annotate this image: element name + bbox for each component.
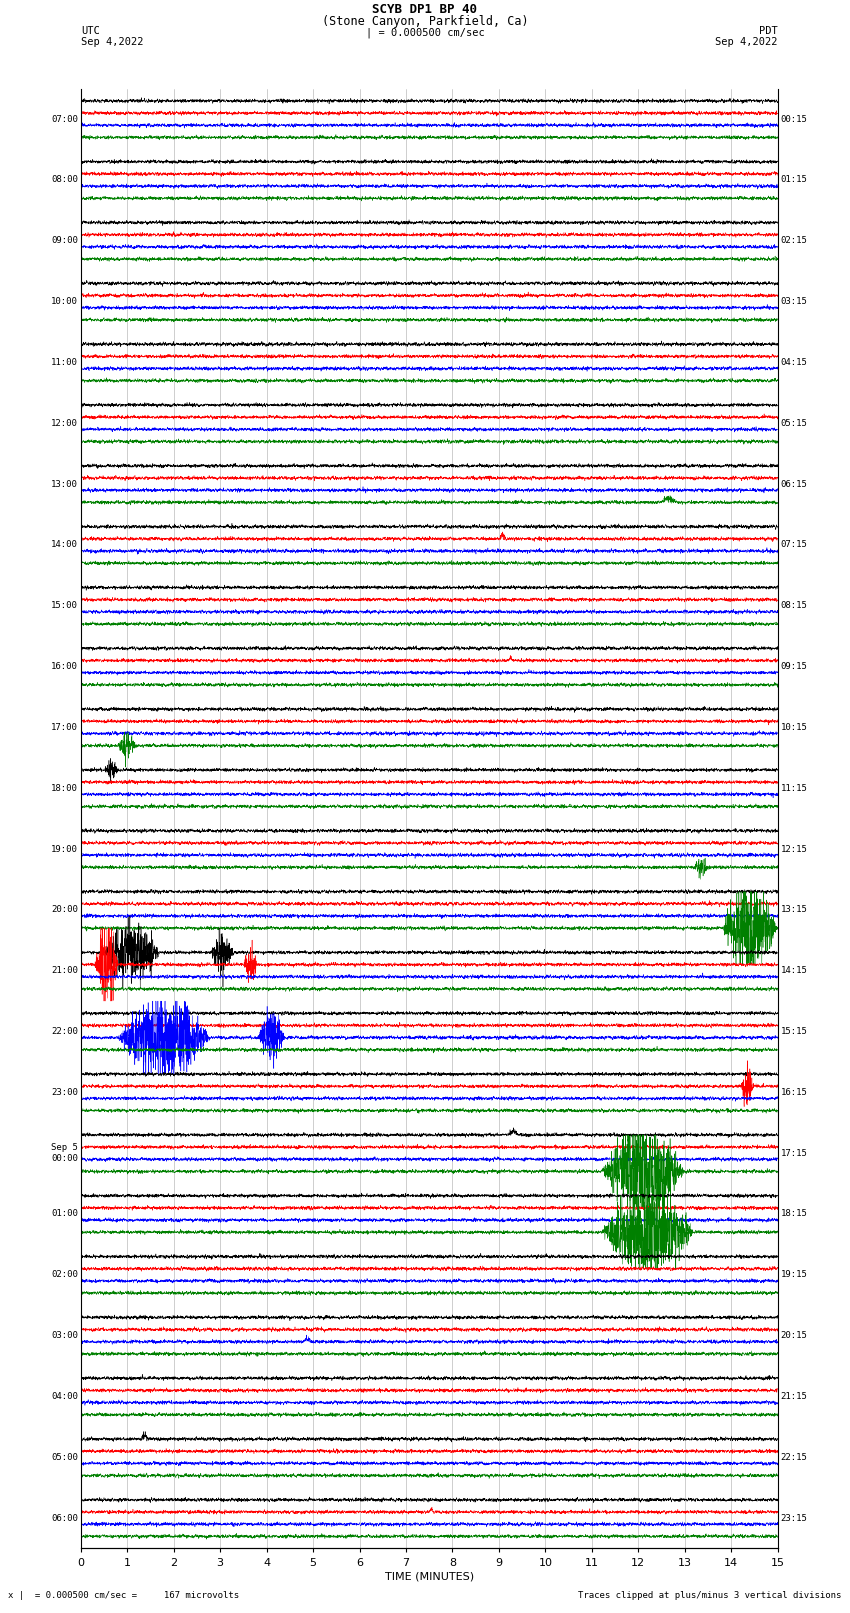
Text: PDT: PDT — [759, 26, 778, 35]
Text: Traces clipped at plus/minus 3 vertical divisions: Traces clipped at plus/minus 3 vertical … — [578, 1590, 842, 1600]
Text: Sep 4,2022: Sep 4,2022 — [81, 37, 144, 47]
Text: (Stone Canyon, Parkfield, Ca): (Stone Canyon, Parkfield, Ca) — [321, 15, 529, 27]
X-axis label: TIME (MINUTES): TIME (MINUTES) — [385, 1571, 473, 1582]
Text: x |  = 0.000500 cm/sec =     167 microvolts: x | = 0.000500 cm/sec = 167 microvolts — [8, 1590, 240, 1600]
Text: | = 0.000500 cm/sec: | = 0.000500 cm/sec — [366, 27, 484, 39]
Text: Sep 4,2022: Sep 4,2022 — [715, 37, 778, 47]
Text: SCYB DP1 BP 40: SCYB DP1 BP 40 — [372, 3, 478, 16]
Text: UTC: UTC — [81, 26, 99, 35]
